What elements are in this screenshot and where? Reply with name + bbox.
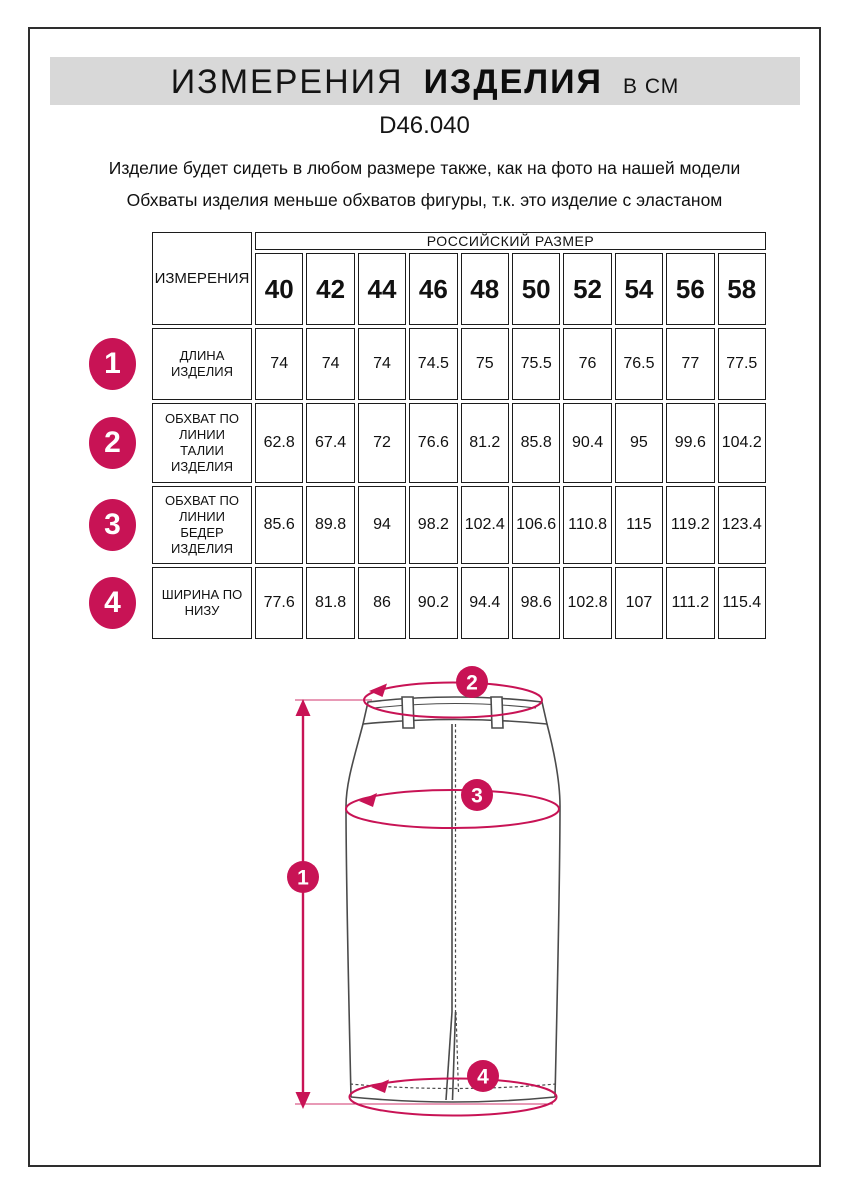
measurement-value: 90.4 xyxy=(563,403,612,483)
measurement-label: ДЛИНА ИЗДЕЛИЯ xyxy=(152,328,252,400)
measurement-value: 94 xyxy=(357,486,407,564)
measurement-value: 72 xyxy=(357,403,407,483)
measurement-value: 86 xyxy=(357,567,407,639)
measurement-value: 119.2 xyxy=(666,486,715,564)
description: Изделие будет сидеть в любом размере так… xyxy=(0,152,849,216)
description-line-2: Обхваты изделия меньше обхватов фигуры, … xyxy=(126,190,723,210)
measurement-value: 107 xyxy=(614,567,664,639)
measurement-value: 85.6 xyxy=(255,486,304,564)
page-title-word2: ИЗДЕЛИЯ xyxy=(423,63,603,101)
measurement-value: 106.6 xyxy=(511,486,561,564)
measurement-value: 74 xyxy=(306,328,355,400)
measurement-value: 98.2 xyxy=(409,486,458,564)
russian-size-header: РОССИЙСКИЙ РАЗМЕР xyxy=(255,232,766,250)
model-number: D46.040 xyxy=(379,112,470,139)
measurement-label: ШИРИНА ПО НИЗУ xyxy=(152,567,252,639)
size-column-header: 48 xyxy=(460,253,509,325)
table-row-marker-4: 4 xyxy=(89,577,136,629)
measurement-value: 62.8 xyxy=(255,403,304,483)
measurement-value: 99.6 xyxy=(666,403,715,483)
size-column-header: 52 xyxy=(563,253,612,325)
measurement-value: 98.6 xyxy=(511,567,561,639)
measurement-value: 75 xyxy=(460,328,509,400)
measurement-value: 77 xyxy=(666,328,715,400)
measurement-value: 76 xyxy=(563,328,612,400)
measurement-value: 111.2 xyxy=(666,567,715,639)
table-row-marker-1: 1 xyxy=(89,338,136,390)
measurement-value: 77.5 xyxy=(717,328,766,400)
measurement-value: 102.4 xyxy=(460,486,509,564)
measurement-value: 75.5 xyxy=(511,328,561,400)
measurement-value: 74 xyxy=(255,328,304,400)
measurement-value: 115 xyxy=(614,486,664,564)
size-header-row: 40 42 44 46 48 50 52 54 56 58 xyxy=(152,253,766,325)
table-row: ШИРИНА ПО НИЗУ 77.6 81.8 86 90.2 94.4 98.6 102.… xyxy=(152,567,766,639)
table-row-marker-3: 3 xyxy=(89,499,136,551)
table-body: ДЛИНА ИЗДЕЛИЯ 74 74 74 74.5 75 75.5 76 76.5 77 77.… xyxy=(152,328,766,639)
measurement-value: 81.2 xyxy=(460,403,509,483)
size-table: ИЗМЕРЕНИЯ РОССИЙСКИЙ РАЗМЕР 40 42 44 46 48 50… xyxy=(149,229,769,642)
size-column-header: 44 xyxy=(357,253,407,325)
size-column-header: 56 xyxy=(666,253,715,325)
size-column-header: 50 xyxy=(511,253,561,325)
measurement-value: 74 xyxy=(357,328,407,400)
measurement-value: 110.8 xyxy=(563,486,612,564)
measurement-value: 115.4 xyxy=(717,567,766,639)
measurement-value: 104.2 xyxy=(717,403,766,483)
measurement-value: 89.8 xyxy=(306,486,355,564)
size-column-header: 54 xyxy=(614,253,664,325)
measurement-value: 85.8 xyxy=(511,403,561,483)
size-column-header: 46 xyxy=(409,253,458,325)
measurement-value: 67.4 xyxy=(306,403,355,483)
page-title-word1: ИЗМЕРЕНИЯ xyxy=(170,63,404,101)
measurement-value: 123.4 xyxy=(717,486,766,564)
measurement-value: 76.5 xyxy=(614,328,664,400)
measurement-value: 94.4 xyxy=(460,567,509,639)
page-title-unit: В СМ xyxy=(622,75,680,98)
measurement-value: 76.6 xyxy=(409,403,458,483)
description-line-1: Изделие будет сидеть в любом размере так… xyxy=(108,158,741,178)
measurement-label: ОБХВАТ ПО ЛИНИИ ТАЛИИ ИЗДЕЛИЯ xyxy=(152,403,252,483)
size-column-header: 40 xyxy=(255,253,304,325)
page-border xyxy=(28,27,821,1167)
size-group-header-row: ИЗМЕРЕНИЯ РОССИЙСКИЙ РАЗМЕР xyxy=(152,232,766,325)
size-column-header: 58 xyxy=(717,253,766,325)
table-row: ОБХВАТ ПО ЛИНИИ БЕДЕР ИЗДЕЛИЯ 85.6 89.8 94 9… xyxy=(152,486,766,564)
measurement-value: 81.8 xyxy=(306,567,355,639)
table-row: ДЛИНА ИЗДЕЛИЯ 74 74 74 74.5 75 75.5 76 76.5 77 77.… xyxy=(152,328,766,400)
measurement-value: 77.6 xyxy=(255,567,304,639)
table-row: ОБХВАТ ПО ЛИНИИ ТАЛИИ ИЗДЕЛИЯ 62.8 67.4 72 7… xyxy=(152,403,766,483)
measurement-value: 74.5 xyxy=(409,328,458,400)
table-row-marker-2: 2 xyxy=(89,417,136,469)
measurement-value: 102.8 xyxy=(563,567,612,639)
size-column-header: 42 xyxy=(306,253,355,325)
title-bar: ИЗМЕРЕНИЯ ИЗДЕЛИЯ В СМ xyxy=(50,57,800,105)
measurement-value: 90.2 xyxy=(409,567,458,639)
measurement-value: 95 xyxy=(614,403,664,483)
measurement-label: ОБХВАТ ПО ЛИНИИ БЕДЕР ИЗДЕЛИЯ xyxy=(152,486,252,564)
measurements-column-header: ИЗМЕРЕНИЯ xyxy=(152,232,252,325)
